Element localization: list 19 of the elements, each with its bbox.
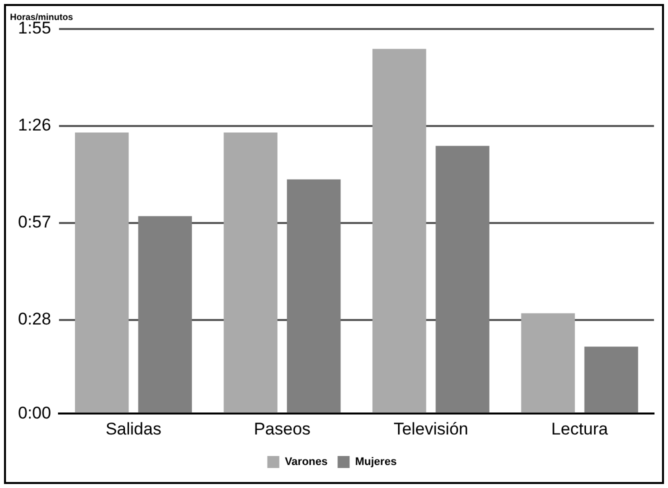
y-tick-label: 1:26 xyxy=(18,116,52,135)
bar xyxy=(372,48,426,413)
bar xyxy=(521,313,575,413)
legend-label: Mujeres xyxy=(355,456,397,468)
x-tick-label: Paseos xyxy=(254,419,311,438)
y-tick-label: 0:28 xyxy=(18,310,52,329)
x-tick-label: Salidas xyxy=(106,419,162,438)
bar xyxy=(138,216,192,413)
x-tick-label: Televisión xyxy=(394,419,468,438)
bar xyxy=(436,146,490,413)
bar xyxy=(286,179,341,413)
legend-label: Varones xyxy=(284,456,328,468)
y-tick-label: 0:00 xyxy=(18,403,52,422)
x-tick-label: Lectura xyxy=(551,419,609,438)
bar xyxy=(74,132,129,413)
y-axis-title: Horas/minutos xyxy=(10,12,74,22)
y-tick-label: 0:57 xyxy=(18,212,52,232)
bar xyxy=(224,132,278,413)
bar xyxy=(584,346,638,413)
